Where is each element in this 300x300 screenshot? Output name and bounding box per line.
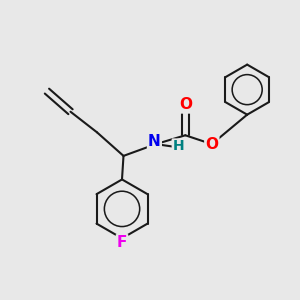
Text: O: O <box>205 136 218 152</box>
Text: H: H <box>173 140 184 154</box>
Text: F: F <box>117 235 127 250</box>
Text: O: O <box>179 98 192 112</box>
Text: N: N <box>148 134 161 149</box>
